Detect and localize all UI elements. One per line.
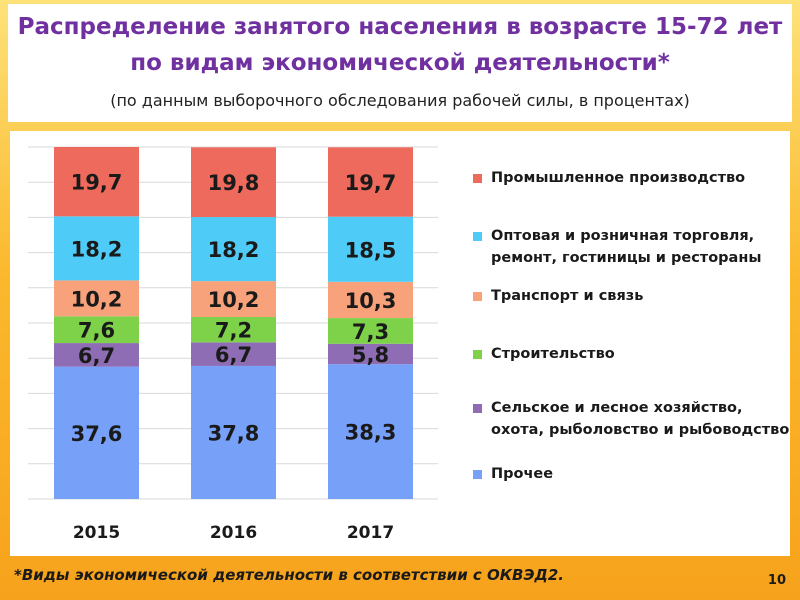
bar-segment xyxy=(328,281,413,319)
page-subtitle: (по данным выборочного обследования рабо… xyxy=(110,91,690,110)
legend-swatch xyxy=(473,174,482,183)
bar-segment xyxy=(191,147,276,218)
bar-segment xyxy=(328,343,413,365)
bar-segment xyxy=(54,343,139,367)
bar-segment xyxy=(328,147,413,217)
data-label: 10,2 xyxy=(71,287,123,311)
page-title-line2: по видам экономической деятельности* xyxy=(130,50,670,76)
legend-label: Оптовая и розничная торговля, xyxy=(491,228,755,244)
x-tick-label: 2015 xyxy=(73,523,120,543)
chart-panel: 37,6 6,7 7,6 10,2 18,2 19,7 2015 37,8 6,7 7,2 10,2… xyxy=(10,131,790,556)
data-label: 10,2 xyxy=(208,288,260,312)
legend-swatch xyxy=(473,232,482,241)
bar-segment xyxy=(191,317,276,343)
legend-swatch xyxy=(473,292,482,301)
bar-segment xyxy=(328,318,413,344)
data-label: 10,3 xyxy=(345,289,397,313)
data-label: 19,8 xyxy=(208,171,260,195)
data-label: 5,8 xyxy=(352,343,389,367)
data-label: 19,7 xyxy=(345,171,397,195)
legend-label: Промышленное производство xyxy=(491,170,746,186)
data-label: 6,7 xyxy=(215,343,252,367)
legend-label: Прочее xyxy=(491,466,554,482)
bar-segment xyxy=(54,216,139,281)
bar-segment xyxy=(54,316,139,344)
legend-label: Сельское и лесное хозяйство, xyxy=(491,400,743,416)
legend-label: ремонт, гостиницы и рестораны xyxy=(491,250,762,266)
bar-segment xyxy=(54,280,139,317)
bar-segment xyxy=(54,366,139,499)
bar-segment xyxy=(328,216,413,282)
bar-segment xyxy=(328,364,413,499)
header-panel xyxy=(8,4,792,122)
bar-segment xyxy=(191,342,276,366)
legend-label: Строительство xyxy=(491,346,615,362)
legend-label: охота, рыболовство и рыбоводство xyxy=(491,422,790,438)
data-label: 18,2 xyxy=(208,238,260,262)
legend-swatch xyxy=(473,470,482,479)
page-title-line1: Распределение занятого населения в возра… xyxy=(17,14,783,40)
legend-label: Транспорт и связь xyxy=(491,288,644,304)
bar-segment xyxy=(191,217,276,282)
legend-swatch xyxy=(473,404,482,413)
data-label: 19,7 xyxy=(71,171,123,195)
data-label: 7,3 xyxy=(352,320,389,344)
data-label: 37,8 xyxy=(208,421,260,445)
footnote: *Виды экономической деятельности в соотв… xyxy=(14,566,564,584)
stacked-bar-chart: 37,66,77,610,218,219,7201537,86,77,210,2… xyxy=(28,146,438,543)
legend-swatch xyxy=(473,350,482,359)
data-label: 7,6 xyxy=(78,319,115,343)
page-number: 10 xyxy=(767,573,786,588)
x-tick-label: 2016 xyxy=(210,523,257,543)
data-label: 18,2 xyxy=(71,237,123,261)
bar-segment xyxy=(54,147,139,217)
data-label: 37,6 xyxy=(71,422,123,446)
data-label: 18,5 xyxy=(345,238,397,262)
data-label: 38,3 xyxy=(345,421,397,445)
bar-segment xyxy=(191,281,276,318)
data-label: 6,7 xyxy=(78,344,115,368)
x-tick-label: 2017 xyxy=(347,523,394,543)
data-label: 7,2 xyxy=(215,319,252,343)
bar-segment xyxy=(191,365,276,499)
